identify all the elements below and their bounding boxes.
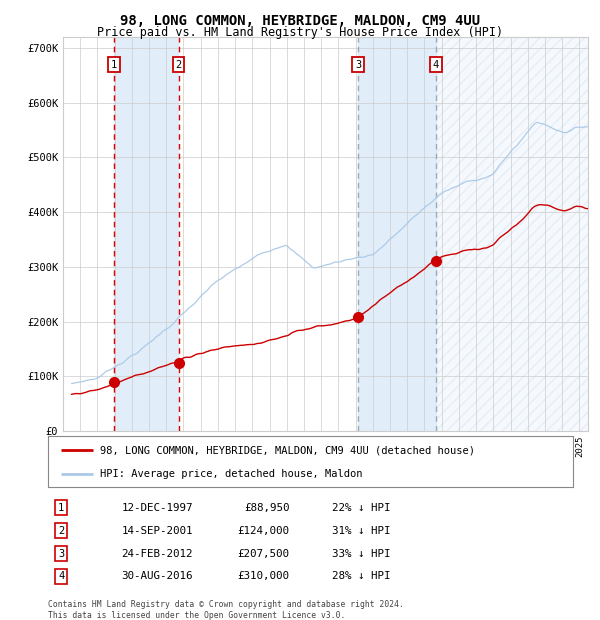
Text: £310,000: £310,000 [238, 572, 290, 582]
Text: 12-DEC-1997: 12-DEC-1997 [121, 503, 193, 513]
Text: Contains HM Land Registry data © Crown copyright and database right 2024.
This d: Contains HM Land Registry data © Crown c… [48, 600, 404, 619]
Text: £207,500: £207,500 [238, 549, 290, 559]
Bar [114, 37, 178, 431]
Text: 14-SEP-2001: 14-SEP-2001 [121, 526, 193, 536]
Text: 2: 2 [175, 60, 182, 69]
Text: 30-AUG-2016: 30-AUG-2016 [121, 572, 193, 582]
Text: 1: 1 [58, 503, 64, 513]
Text: 22% ↓ HPI: 22% ↓ HPI [331, 503, 390, 513]
Text: 2: 2 [58, 526, 64, 536]
Text: Price paid vs. HM Land Registry's House Price Index (HPI): Price paid vs. HM Land Registry's House … [97, 26, 503, 39]
Text: 33% ↓ HPI: 33% ↓ HPI [331, 549, 390, 559]
Text: 3: 3 [58, 549, 64, 559]
Text: 1: 1 [110, 60, 117, 69]
Bar [358, 37, 436, 431]
Text: HPI: Average price, detached house, Maldon: HPI: Average price, detached house, Mald… [101, 469, 363, 479]
Text: 28% ↓ HPI: 28% ↓ HPI [331, 572, 390, 582]
Text: 4: 4 [58, 572, 64, 582]
Text: £88,950: £88,950 [244, 503, 290, 513]
Text: 98, LONG COMMON, HEYBRIDGE, MALDON, CM9 4UU: 98, LONG COMMON, HEYBRIDGE, MALDON, CM9 … [120, 14, 480, 28]
Text: 98, LONG COMMON, HEYBRIDGE, MALDON, CM9 4UU (detached house): 98, LONG COMMON, HEYBRIDGE, MALDON, CM9 … [101, 445, 476, 455]
Text: £124,000: £124,000 [238, 526, 290, 536]
Text: 4: 4 [433, 60, 439, 69]
Text: 3: 3 [355, 60, 361, 69]
Bar [436, 37, 588, 431]
Text: 24-FEB-2012: 24-FEB-2012 [121, 549, 193, 559]
Text: 31% ↓ HPI: 31% ↓ HPI [331, 526, 390, 536]
